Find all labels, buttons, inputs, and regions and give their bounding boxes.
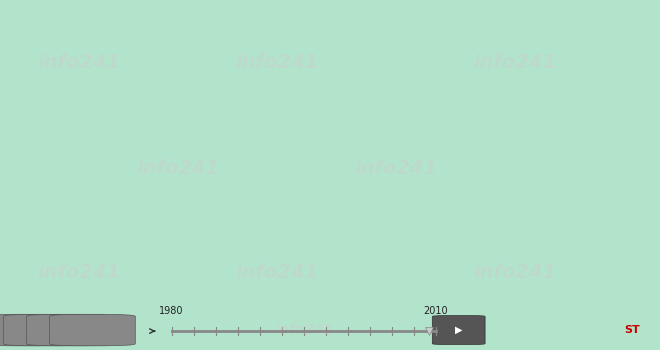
FancyArrowPatch shape bbox=[150, 329, 154, 333]
Text: info241: info241 bbox=[236, 264, 319, 282]
Text: info241: info241 bbox=[473, 54, 556, 72]
Text: info241: info241 bbox=[473, 264, 556, 282]
FancyBboxPatch shape bbox=[26, 314, 112, 346]
Text: info241: info241 bbox=[354, 159, 438, 177]
FancyBboxPatch shape bbox=[0, 314, 66, 346]
FancyBboxPatch shape bbox=[3, 314, 89, 346]
FancyBboxPatch shape bbox=[50, 314, 135, 346]
Text: 1980: 1980 bbox=[159, 306, 184, 316]
Text: info241: info241 bbox=[137, 159, 220, 177]
Text: info241: info241 bbox=[236, 54, 319, 72]
Text: ST: ST bbox=[624, 325, 640, 335]
Text: info241: info241 bbox=[274, 323, 333, 337]
FancyBboxPatch shape bbox=[432, 316, 485, 344]
Text: info241: info241 bbox=[38, 54, 121, 72]
Text: 2010: 2010 bbox=[423, 306, 448, 316]
Text: ▶: ▶ bbox=[455, 325, 463, 335]
Text: info241: info241 bbox=[38, 264, 121, 282]
